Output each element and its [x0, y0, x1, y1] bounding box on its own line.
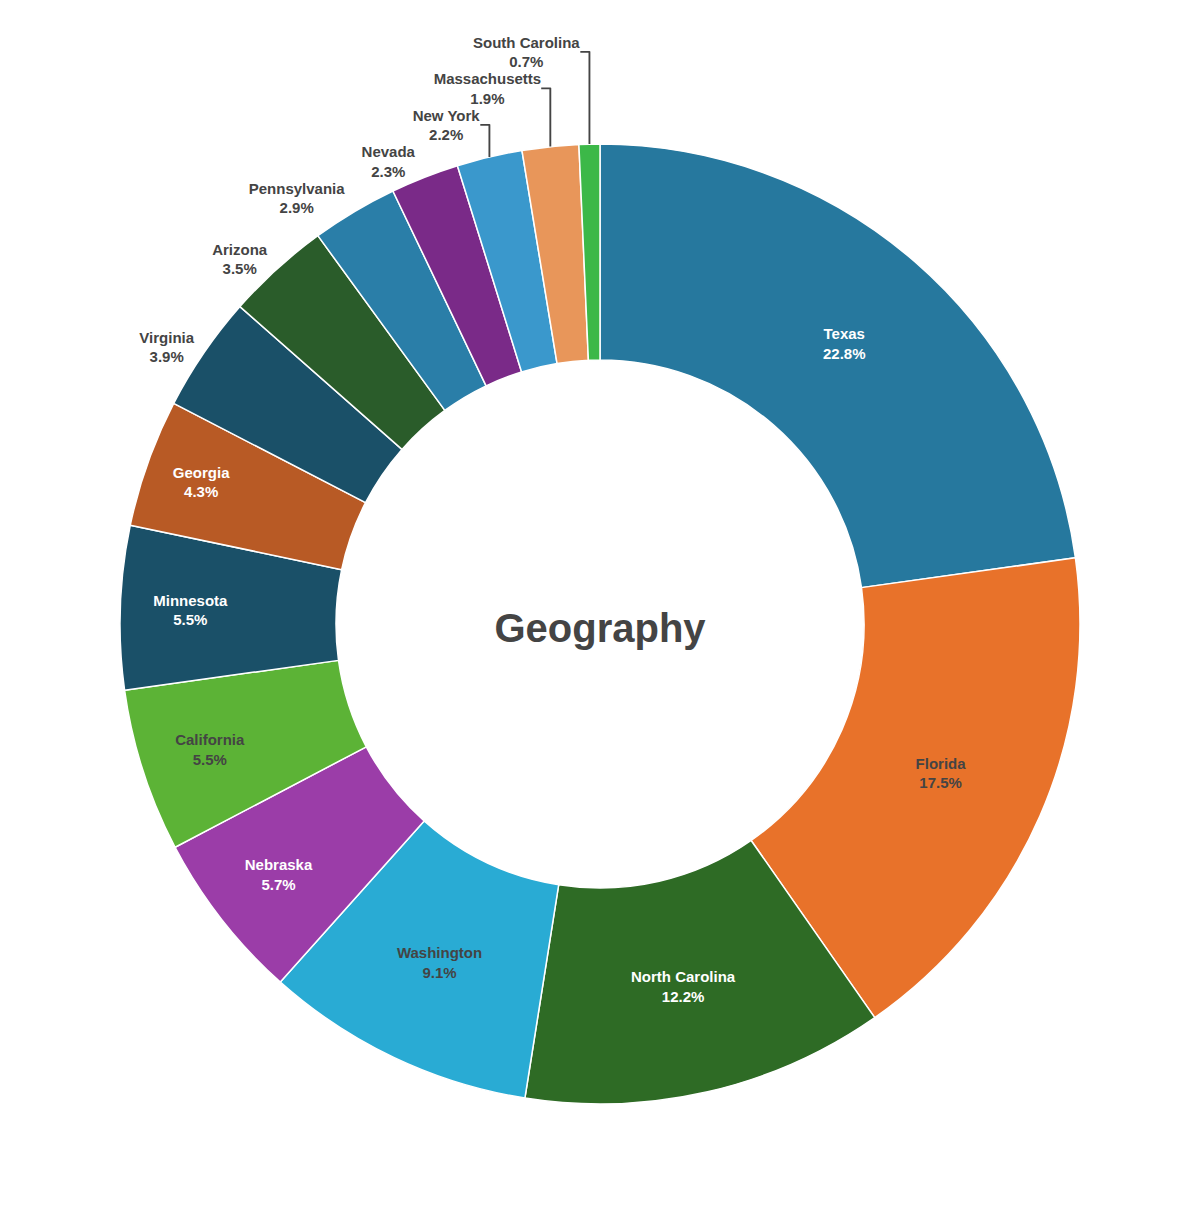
- svg-text:Massachusetts1.9%: Massachusetts1.9%: [434, 70, 542, 107]
- svg-text:Pennsylvania2.9%: Pennsylvania2.9%: [249, 180, 346, 217]
- svg-text:Florida17.5%: Florida17.5%: [916, 755, 967, 792]
- svg-text:Texas22.8%: Texas22.8%: [823, 325, 866, 362]
- svg-text:California5.5%: California5.5%: [175, 731, 245, 768]
- svg-text:North Carolina12.2%: North Carolina12.2%: [631, 968, 736, 1005]
- svg-text:South Carolina0.7%: South Carolina0.7%: [473, 34, 580, 71]
- svg-text:Nebraska5.7%: Nebraska5.7%: [245, 856, 313, 893]
- svg-text:Arizona3.5%: Arizona3.5%: [212, 241, 268, 278]
- svg-text:Georgia4.3%: Georgia4.3%: [173, 464, 230, 501]
- svg-text:Minnesota5.5%: Minnesota5.5%: [153, 592, 228, 629]
- svg-text:Geography: Geography: [494, 606, 706, 650]
- svg-text:New York2.2%: New York2.2%: [413, 107, 481, 143]
- svg-text:Virginia3.9%: Virginia3.9%: [139, 329, 194, 366]
- svg-text:Washington9.1%: Washington9.1%: [397, 944, 482, 981]
- svg-text:Nevada2.3%: Nevada2.3%: [362, 143, 416, 180]
